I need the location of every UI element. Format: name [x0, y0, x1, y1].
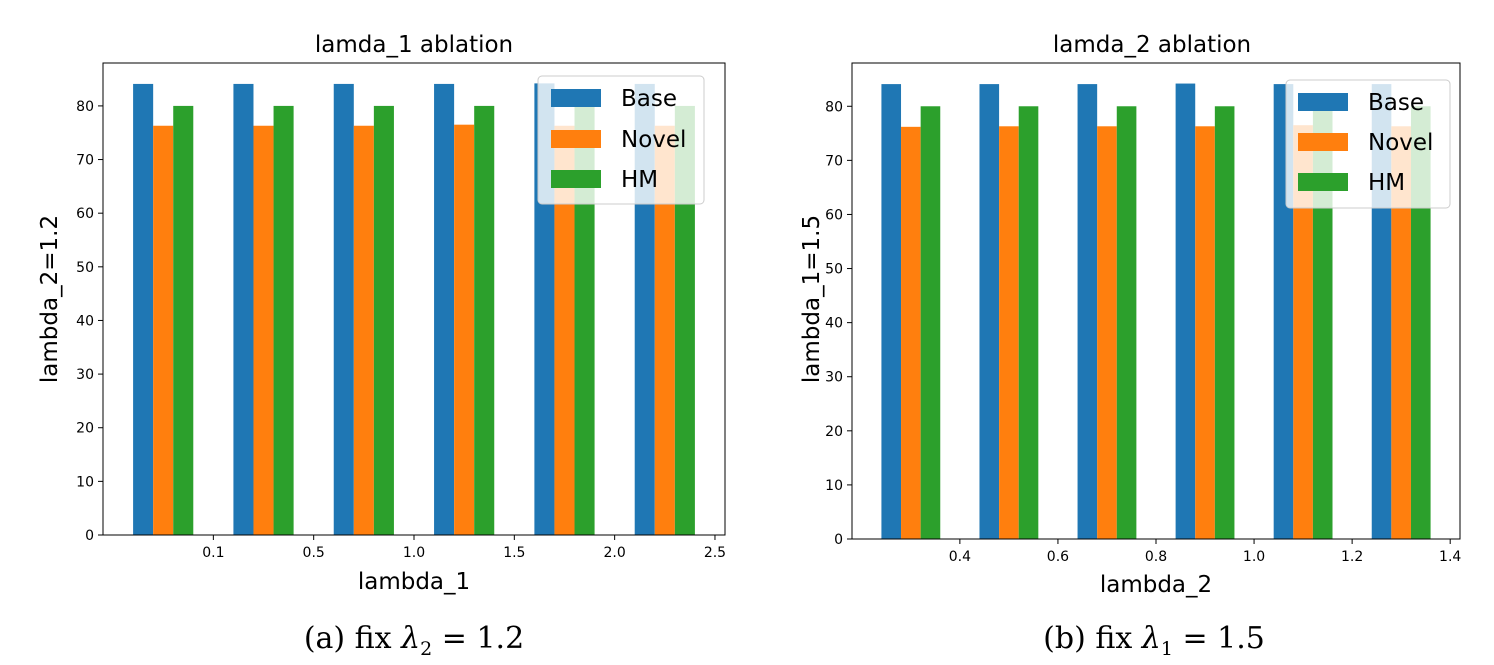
- chart-b-bar-base-3: [1175, 83, 1196, 540]
- chart-a-bar-base-3: [434, 83, 455, 536]
- chart-b-bar-novel-1: [999, 126, 1019, 539]
- chart-a-bar-novel-3: [454, 124, 475, 536]
- chart-a-x-label: lambda_1: [358, 569, 470, 595]
- chart-b-y-label: lambda_1=1.5: [799, 215, 825, 383]
- chart-a-x-tick-label-4: 2.0: [604, 545, 626, 561]
- chart-a-y-ticks: 0 10 20 30 40 50 60 70 80: [76, 99, 103, 544]
- chart-a-bar-hm-0: [173, 105, 194, 535]
- chart-b-legend-swatch-novel: [1298, 133, 1348, 151]
- chart-b-y-tick-label-5: 50: [825, 262, 843, 278]
- chart-a-y-tick-label-7: 70: [76, 153, 94, 169]
- chart-b-legend-label-hm: HM: [1368, 170, 1405, 196]
- chart-a-y-tick-label-1: 10: [76, 474, 94, 490]
- chart-b-legend: Base Novel HM: [1285, 79, 1451, 209]
- chart-a-y-tick-label-8: 80: [76, 99, 94, 115]
- chart-a-bar-base-1: [233, 83, 254, 536]
- chart-b-bar-base-2: [1077, 84, 1098, 539]
- chart-b-caption: (b) fix λ1 = 1.5: [1043, 621, 1265, 660]
- chart-b-x-tick-label-0: 0.4: [949, 549, 971, 565]
- chart-a-legend-label-base: Base: [621, 86, 677, 112]
- chart-b-legend-swatch-base: [1298, 93, 1348, 111]
- chart-b-y-tick-label-0: 0: [834, 532, 843, 548]
- chart-a-bar-base-0: [133, 83, 154, 536]
- chart-b-title: lamda_2 ablation: [1053, 32, 1251, 58]
- chart-a-caption: (a) fix λ2 = 1.2: [304, 621, 524, 660]
- chart-a-bars: [133, 83, 695, 536]
- chart-b-bar-base-0: [881, 84, 902, 539]
- chart-b-y-tick-label-3: 30: [825, 370, 843, 386]
- chart-a-y-tick-label-4: 40: [76, 313, 94, 329]
- chart-a-bar-hm-4: [574, 105, 595, 535]
- chart-b-bar-hm-3: [1214, 106, 1235, 540]
- chart-b-bar-novel-4: [1293, 125, 1313, 539]
- chart-a-y-tick-label-5: 50: [76, 260, 94, 276]
- chart-b-bar-hm-5: [1410, 106, 1431, 540]
- chart-b-y-tick-label-4: 40: [825, 316, 843, 332]
- chart-a-legend-swatch-hm: [551, 170, 601, 188]
- chart-b-bar-novel-5: [1391, 126, 1411, 539]
- chart-b-bars: [881, 83, 1431, 540]
- chart-b-x-tick-label-4: 1.2: [1341, 549, 1363, 565]
- chart-b-y-tick-label-7: 70: [825, 153, 843, 169]
- chart-a-bar-hm-5: [674, 105, 695, 535]
- chart-a-bar-hm-1: [273, 105, 294, 535]
- chart-a-bar-novel-5: [654, 125, 675, 535]
- chart-a-bar-hm-3: [474, 105, 495, 535]
- chart-a-y-tick-label-2: 20: [76, 421, 94, 437]
- chart-b-y-ticks: 0 10 20 30 40 50 60 70 80: [825, 99, 852, 548]
- chart-b-x-label: lambda_2: [1100, 572, 1212, 598]
- chart-a-bar-novel-2: [353, 125, 374, 535]
- chart-a-bar-novel-0: [153, 125, 174, 535]
- chart-b-y-tick-label-6: 60: [825, 207, 843, 223]
- chart-b-legend-swatch-hm: [1298, 173, 1348, 191]
- chart-a-title: lamda_1 ablation: [315, 32, 513, 58]
- chart-b-bar-novel-2: [1097, 126, 1117, 539]
- chart-b-bar-base-1: [979, 84, 1000, 539]
- chart-a-bar-novel-4: [554, 125, 575, 535]
- chart-a-y-tick-label-0: 0: [85, 528, 94, 544]
- chart-b-x-ticks: 0.4 0.6 0.8 1.0 1.2 1.4: [949, 539, 1461, 565]
- chart-a-bar-hm-2: [373, 105, 394, 535]
- chart-a-y-tick-label-3: 30: [76, 367, 94, 383]
- chart-a-x-ticks: 0.1 0.5 1.0 1.5 2.0 2.5: [202, 535, 726, 561]
- chart-a-y-label: lambda_2=1.2: [37, 215, 63, 383]
- chart-b-x-tick-label-3: 1.0: [1243, 549, 1265, 565]
- chart-b-y-tick-label-2: 20: [825, 424, 843, 440]
- chart-b-x-tick-label-5: 1.4: [1439, 549, 1461, 565]
- chart-b-bar-novel-3: [1195, 126, 1215, 539]
- chart-a-x-tick-label-5: 2.5: [704, 545, 726, 561]
- chart-b-bar-novel-0: [901, 126, 921, 539]
- chart-b-y-tick-label-1: 10: [825, 478, 843, 494]
- chart-b-bar-hm-1: [1018, 106, 1039, 540]
- chart-a-legend-label-hm: HM: [621, 167, 658, 193]
- chart-b-y-tick-label-8: 80: [825, 99, 843, 115]
- chart-a-x-tick-label-2: 1.0: [403, 545, 425, 561]
- chart-a-x-tick-label-1: 0.5: [303, 545, 325, 561]
- chart-b-x-tick-label-2: 0.8: [1145, 549, 1167, 565]
- chart-a-y-tick-label-6: 60: [76, 206, 94, 222]
- chart-a-legend-swatch-base: [551, 89, 601, 107]
- chart-a-legend: Base Novel HM: [537, 75, 705, 205]
- chart-b-bar-hm-2: [1116, 106, 1137, 540]
- chart-a-x-tick-label-3: 1.5: [503, 545, 525, 561]
- chart-a-bar-base-2: [333, 83, 354, 536]
- chart-a-legend-swatch-novel: [551, 130, 601, 148]
- chart-a-x-tick-label-0: 0.1: [202, 545, 224, 561]
- chart-b-x-tick-label-1: 0.6: [1047, 549, 1069, 565]
- chart-a-bar-novel-1: [253, 125, 274, 535]
- chart-a-legend-label-novel: Novel: [621, 127, 686, 153]
- chart-b-legend-label-base: Base: [1368, 90, 1424, 116]
- chart-b-bar-hm-4: [1312, 106, 1333, 540]
- chart-b-bar-hm-0: [920, 106, 941, 540]
- chart-b-legend-label-novel: Novel: [1368, 130, 1433, 156]
